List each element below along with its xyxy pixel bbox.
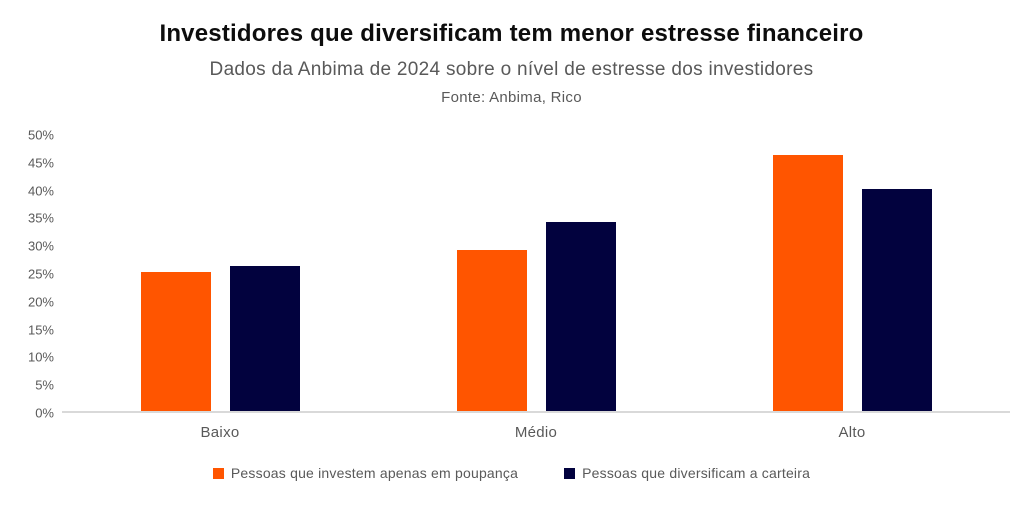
y-tick-label: 0%: [35, 405, 54, 421]
bar-group-alto: [694, 135, 1010, 411]
y-tick-label: 25%: [27, 266, 54, 282]
x-axis-label-alto: Alto: [838, 424, 866, 441]
x-axis-label-médio: Médio: [514, 424, 558, 441]
legend-swatch-icon: [564, 467, 576, 479]
bar-group-baixo: [62, 135, 378, 411]
y-tick-label: 35%: [27, 210, 54, 226]
y-tick-label: 40%: [27, 183, 54, 199]
legend-entry-2: Pessoas que diversificam a carteira: [564, 465, 810, 481]
y-tick-label: 5%: [35, 377, 54, 393]
y-tick-label: 15%: [27, 322, 54, 338]
chart-legend: Pessoas que investem apenas em poupança P…: [0, 465, 1023, 481]
bar-group-médio: [378, 135, 694, 411]
y-tick-label: 50%: [27, 127, 54, 143]
bar-series2-alto: [861, 188, 932, 411]
bar-chart: 0% 5% 10% 15% 20% 25% 30% 35% 40% 45% 50%: [8, 128, 1010, 421]
bar-series1-médio: [456, 249, 527, 411]
y-tick-label: 10%: [27, 349, 54, 365]
legend-label: Pessoas que investem apenas em poupança: [230, 465, 519, 481]
chart-source: Fonte: Anbima, Rico: [441, 89, 582, 106]
bar-series2-médio: [545, 221, 616, 411]
bar-series2-baixo: [229, 266, 300, 411]
x-axis-labels: Baixo Médio Alto: [62, 413, 1010, 441]
y-tick-label: 45%: [27, 155, 54, 171]
legend-entry-1: Pessoas que investem apenas em poupança: [212, 465, 519, 481]
y-tick-label: 20%: [27, 294, 54, 310]
bar-series1-alto: [772, 155, 843, 411]
y-tick-label: 30%: [27, 238, 54, 254]
legend-label: Pessoas que diversificam a carteira: [582, 465, 811, 481]
legend-swatch-icon: [212, 467, 224, 479]
bar-series1-baixo: [140, 272, 211, 411]
chart-title: Investidores que diversificam tem menor …: [159, 20, 864, 47]
y-axis: 0% 5% 10% 15% 20% 25% 30% 35% 40% 45% 50%: [8, 128, 62, 421]
x-axis-label-baixo: Baixo: [200, 424, 240, 441]
chart-subtitle: Dados da Anbima de 2024 sobre o nível de…: [209, 59, 814, 80]
plot-area: [62, 135, 1010, 413]
